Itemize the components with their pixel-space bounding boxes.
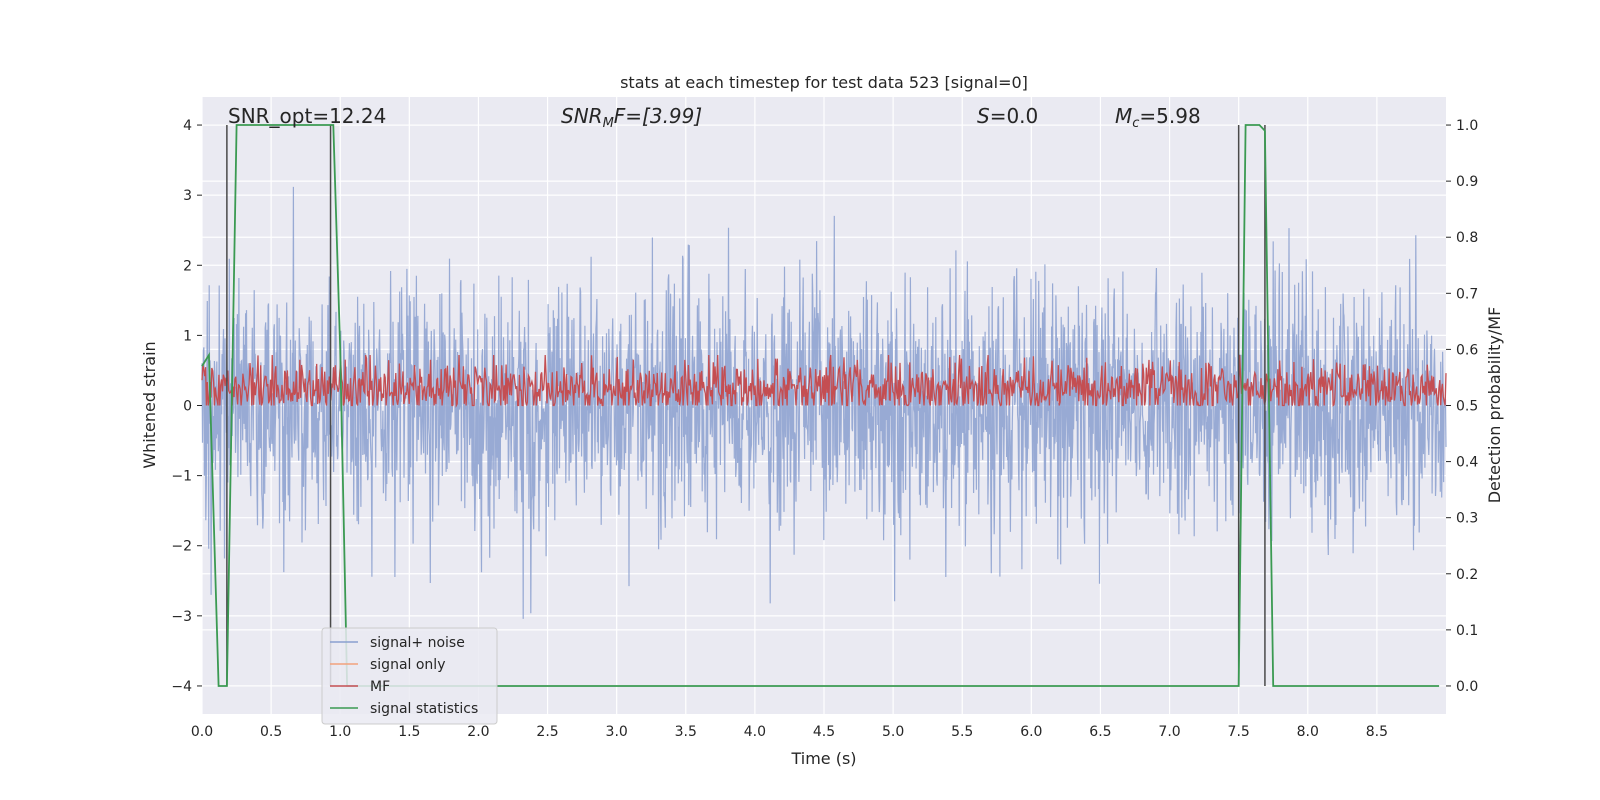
x-tick-label: 5.5	[951, 724, 973, 740]
annotation-mc: Mc=5.98	[1115, 104, 1201, 131]
annotation-snr-mf: SNRMF=[3.99]	[561, 104, 702, 131]
x-tick-label: 4.0	[744, 724, 766, 740]
y-tick-label: −1	[171, 469, 192, 485]
ticks: 0.0 0.5 1.0 1.5 2.0 2.5 3.0 3.5 4.0 4.5 5.0 5.5 6.0 6…	[171, 118, 1478, 740]
y-tick-label: −3	[171, 609, 192, 625]
legend-label-signal-statistics: signal statistics	[370, 701, 478, 717]
y2-tick-label: 0.8	[1456, 230, 1478, 246]
annotation-s: S=0.0	[977, 104, 1038, 128]
signal-statistics-series	[201, 124, 1440, 687]
x-axis-title: Time (s)	[790, 749, 856, 768]
x-tick-label: 1.0	[329, 724, 351, 740]
x-tick-label: 2.5	[536, 724, 558, 740]
y-tick-label: −4	[171, 679, 192, 695]
y2-tick-label: 0.0	[1456, 679, 1478, 695]
chart-title: stats at each timestep for test data 523…	[620, 73, 1028, 92]
vertical-markers	[226, 125, 1266, 686]
y2-tick-label: 1.0	[1456, 118, 1478, 134]
x-tick-label: 6.5	[1089, 724, 1111, 740]
y2-tick-label: 0.2	[1456, 567, 1478, 583]
y2-tick-label: 0.9	[1456, 174, 1478, 190]
signal-statistics-line	[201, 124, 1440, 687]
legend: signal+ noise signal only MF signal stat…	[321, 627, 498, 725]
y2-tick-label: 0.6	[1456, 342, 1478, 358]
x-tick-label: 2.0	[467, 724, 489, 740]
y2-tick-label: 0.1	[1456, 623, 1478, 639]
x-tick-label: 5.0	[882, 724, 904, 740]
y2-tick-label: 0.7	[1456, 286, 1478, 302]
y-tick-label: 3	[183, 188, 192, 204]
x-tick-label: 0.0	[191, 724, 213, 740]
legend-label-mf: MF	[370, 679, 390, 695]
x-tick-label: 3.5	[675, 724, 697, 740]
x-tick-label: 4.5	[813, 724, 835, 740]
x-tick-label: 7.5	[1228, 724, 1250, 740]
legend-frame	[321, 627, 498, 725]
x-tick-label: 1.5	[398, 724, 420, 740]
y2-tick-label: 0.4	[1456, 455, 1478, 471]
y-tick-label: 0	[183, 399, 192, 415]
x-tick-label: 8.5	[1366, 724, 1388, 740]
y-tick-label: 1	[183, 328, 192, 344]
annotation-snr-opt: SNR_opt=12.24	[228, 104, 386, 128]
y-axis-title: Whitened strain	[140, 341, 159, 468]
x-tick-label: 8.0	[1297, 724, 1319, 740]
legend-label-signal-noise: signal+ noise	[370, 635, 465, 651]
y-tick-label: −2	[171, 539, 192, 555]
x-tick-label: 3.0	[606, 724, 628, 740]
y-tick-label: 2	[183, 258, 192, 274]
y2-tick-label: 0.3	[1456, 511, 1478, 527]
x-tick-label: 7.0	[1158, 724, 1180, 740]
y2-axis-title: Detection probability/MF	[1485, 307, 1504, 504]
y2-tick-label: 0.5	[1456, 399, 1478, 415]
x-tick-label: 0.5	[260, 724, 282, 740]
legend-label-signal-only: signal only	[370, 657, 445, 673]
y-tick-label: 4	[183, 118, 192, 134]
x-tick-label: 6.0	[1020, 724, 1042, 740]
